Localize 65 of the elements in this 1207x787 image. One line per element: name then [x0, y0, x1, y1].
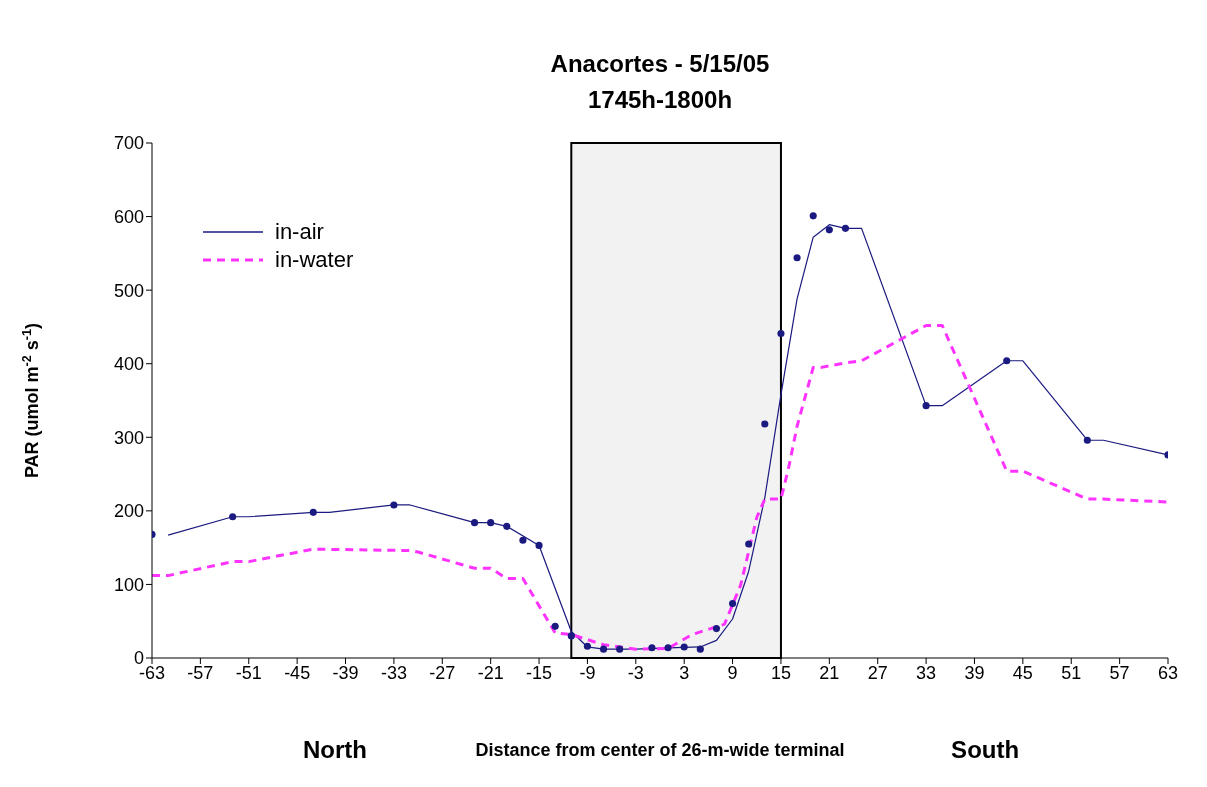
y-tick-label: 400 — [113, 354, 144, 375]
x-tick-label: 45 — [1012, 662, 1033, 683]
point — [616, 645, 624, 653]
point — [809, 212, 817, 220]
y-tick-label: 700 — [113, 133, 144, 154]
legend-label: in-air — [275, 219, 324, 245]
x-tick-label: 3 — [679, 662, 690, 683]
point — [777, 329, 785, 338]
point — [1083, 436, 1091, 444]
text: South — [951, 736, 1020, 764]
point — [793, 254, 801, 262]
x-tick-label: -51 — [235, 662, 262, 683]
x-tick-label: 21 — [819, 662, 840, 683]
point — [696, 645, 704, 653]
x-tick-label: -57 — [187, 662, 214, 683]
point — [551, 622, 559, 630]
x-tick-label: -33 — [380, 662, 407, 683]
x-axis-title: Distance from center of 26-m-wide terminal — [475, 740, 845, 761]
point — [567, 632, 575, 640]
chart-title: Anacortes - 5/15/05 1745h-1800h — [549, 49, 771, 115]
x-tick-label: 51 — [1061, 662, 1082, 683]
y-tick-label: 200 — [113, 501, 144, 522]
x-tick-label: 15 — [770, 662, 791, 683]
point — [229, 513, 237, 521]
point — [535, 541, 543, 549]
point — [712, 625, 721, 633]
y-tick-label: 500 — [113, 280, 144, 301]
y-tick-label: 600 — [113, 206, 144, 227]
y-tick-label: 0 — [133, 648, 144, 669]
point — [825, 226, 833, 234]
point — [599, 645, 608, 653]
point — [390, 501, 398, 509]
x-tick-label: -45 — [284, 662, 311, 683]
point — [648, 644, 656, 652]
point — [519, 536, 527, 544]
x-tick-label: -9 — [579, 662, 596, 683]
x-tick-label: 39 — [964, 662, 985, 683]
line-series — [152, 323, 1168, 651]
x-tick-label: -39 — [332, 662, 359, 683]
point — [487, 519, 495, 527]
legend-label: in-water — [275, 247, 354, 273]
x-tick-label: 33 — [916, 662, 937, 683]
y-tick-label: 100 — [113, 574, 144, 595]
point — [841, 224, 850, 232]
point — [309, 508, 317, 516]
y-tick-label: 300 — [113, 427, 144, 448]
x-tick-label: -21 — [477, 662, 504, 683]
point — [761, 420, 769, 428]
point — [680, 643, 688, 651]
x-tick-label: -15 — [526, 662, 553, 683]
x-tick-label: -3 — [627, 662, 644, 683]
point — [922, 402, 930, 410]
point — [583, 642, 591, 650]
point — [664, 644, 672, 652]
point — [729, 600, 737, 608]
x-tick-label: 63 — [1157, 662, 1179, 683]
text: North — [302, 736, 367, 764]
point — [745, 540, 753, 548]
x-tick-label: -27 — [429, 662, 456, 683]
x-tick-label: 57 — [1109, 662, 1130, 683]
x-tick-label: 27 — [867, 662, 888, 683]
x-tick-label: 9 — [727, 662, 738, 683]
point — [470, 519, 479, 527]
point — [1003, 357, 1011, 365]
point — [503, 522, 511, 530]
